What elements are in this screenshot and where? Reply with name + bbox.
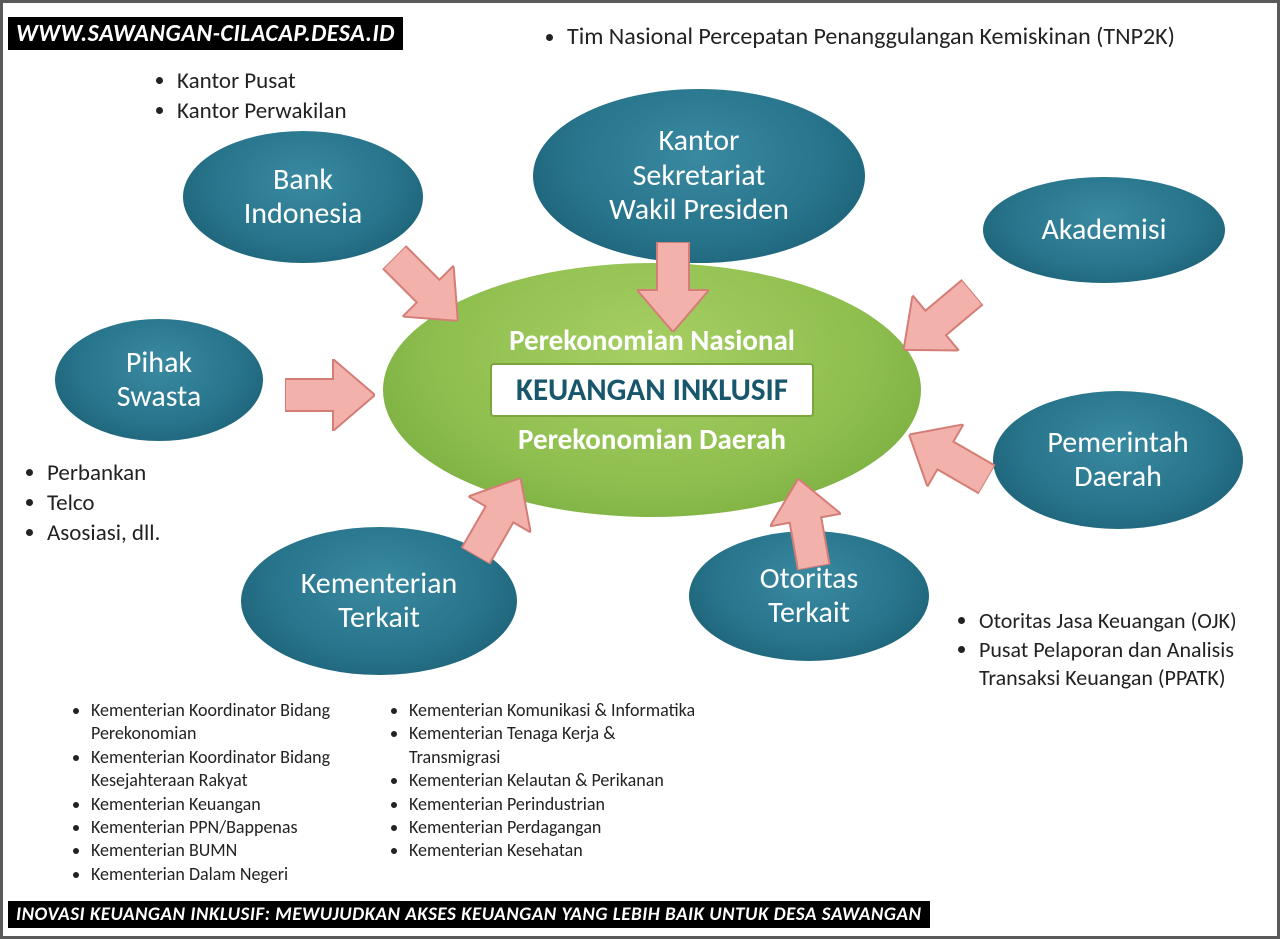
list-item: Asosiasi, dll. — [47, 519, 160, 549]
node-bank_indonesia: BankIndonesia — [183, 131, 423, 263]
node-pihak_swasta: PihakSwasta — [55, 319, 263, 441]
bullet-list: PerbankanTelcoAsosiasi, dll. — [21, 459, 160, 549]
list-item: Kementerian Perindustrian — [409, 793, 709, 816]
list-item: Telco — [47, 489, 160, 519]
bullet-list: Kementerian Koordinator Bidang Perekonom… — [65, 699, 391, 886]
list-item: Kementerian BUMN — [91, 839, 391, 862]
node-label: Akademisi — [1041, 213, 1166, 248]
list-item: Pusat Pelaporan dan Analisis Transaksi K… — [979, 636, 1277, 693]
list-item: Kementerian PPN/Bappenas — [91, 816, 391, 839]
node-sekretariat: KantorSekretariatWakil Presiden — [533, 89, 865, 263]
center-bottom-label: Perekonomian Daerah — [518, 423, 786, 456]
list-item: Perbankan — [47, 459, 160, 489]
list-item: Kementerian Komunikasi & Informatika — [409, 699, 709, 722]
list-item: Kementerian Keuangan — [91, 793, 391, 816]
list-item: Otoritas Jasa Keuangan (OJK) — [979, 607, 1277, 636]
node-label: OtoritasTerkait — [760, 562, 859, 631]
node-label: BankIndonesia — [244, 163, 363, 232]
list-item: Kantor Perwakilan — [177, 97, 347, 127]
arrow-icon — [763, 472, 850, 573]
list-item: Kantor Pusat — [177, 67, 347, 97]
watermark-top: WWW.SAWANGAN-CILACAP.DESA.ID — [8, 17, 403, 50]
node-label: KantorSekretariatWakil Presiden — [609, 124, 789, 228]
list-item: Kementerian Kelautan & Perikanan — [409, 769, 709, 792]
diagram-frame: WWW.SAWANGAN-CILACAP.DESA.ID Perekonomia… — [0, 0, 1280, 939]
list-item: Kementerian Koordinator Bidang Kesejahte… — [91, 746, 391, 793]
list-item: Kementerian Dalam Negeri — [91, 863, 391, 886]
list-item: Kementerian Kesehatan — [409, 839, 709, 862]
center-core-box: KEUANGAN INKLUSIF — [490, 363, 814, 417]
node-label: KementerianTerkait — [301, 567, 457, 636]
caption-bottom: INOVASI KEUANGAN INKLUSIF: MEWUJUDKAN AK… — [8, 901, 930, 928]
bullet-list: Otoritas Jasa Keuangan (OJK)Pusat Pelapo… — [953, 607, 1277, 693]
node-akademisi: Akademisi — [983, 177, 1225, 283]
list-item: Kementerian Koordinator Bidang Perekonom… — [91, 699, 391, 746]
list-item: Kementerian Perdagangan — [409, 816, 709, 839]
bullet-list: Kantor PusatKantor Perwakilan — [151, 67, 347, 127]
list-item: Kementerian Tenaga Kerja & Transmigrasi — [409, 722, 709, 769]
arrow-icon — [637, 242, 709, 332]
node-pemerintah_daerah: PemerintahDaerah — [993, 391, 1243, 529]
node-label: PemerintahDaerah — [1047, 426, 1188, 495]
bullet-list: Kementerian Komunikasi & InformatikaKeme… — [383, 699, 709, 863]
list-item: Tim Nasional Percepatan Penanggulangan K… — [567, 21, 1175, 52]
bullet-list: Tim Nasional Percepatan Penanggulangan K… — [541, 21, 1175, 52]
node-label: PihakSwasta — [117, 346, 201, 415]
arrow-icon — [285, 359, 375, 431]
